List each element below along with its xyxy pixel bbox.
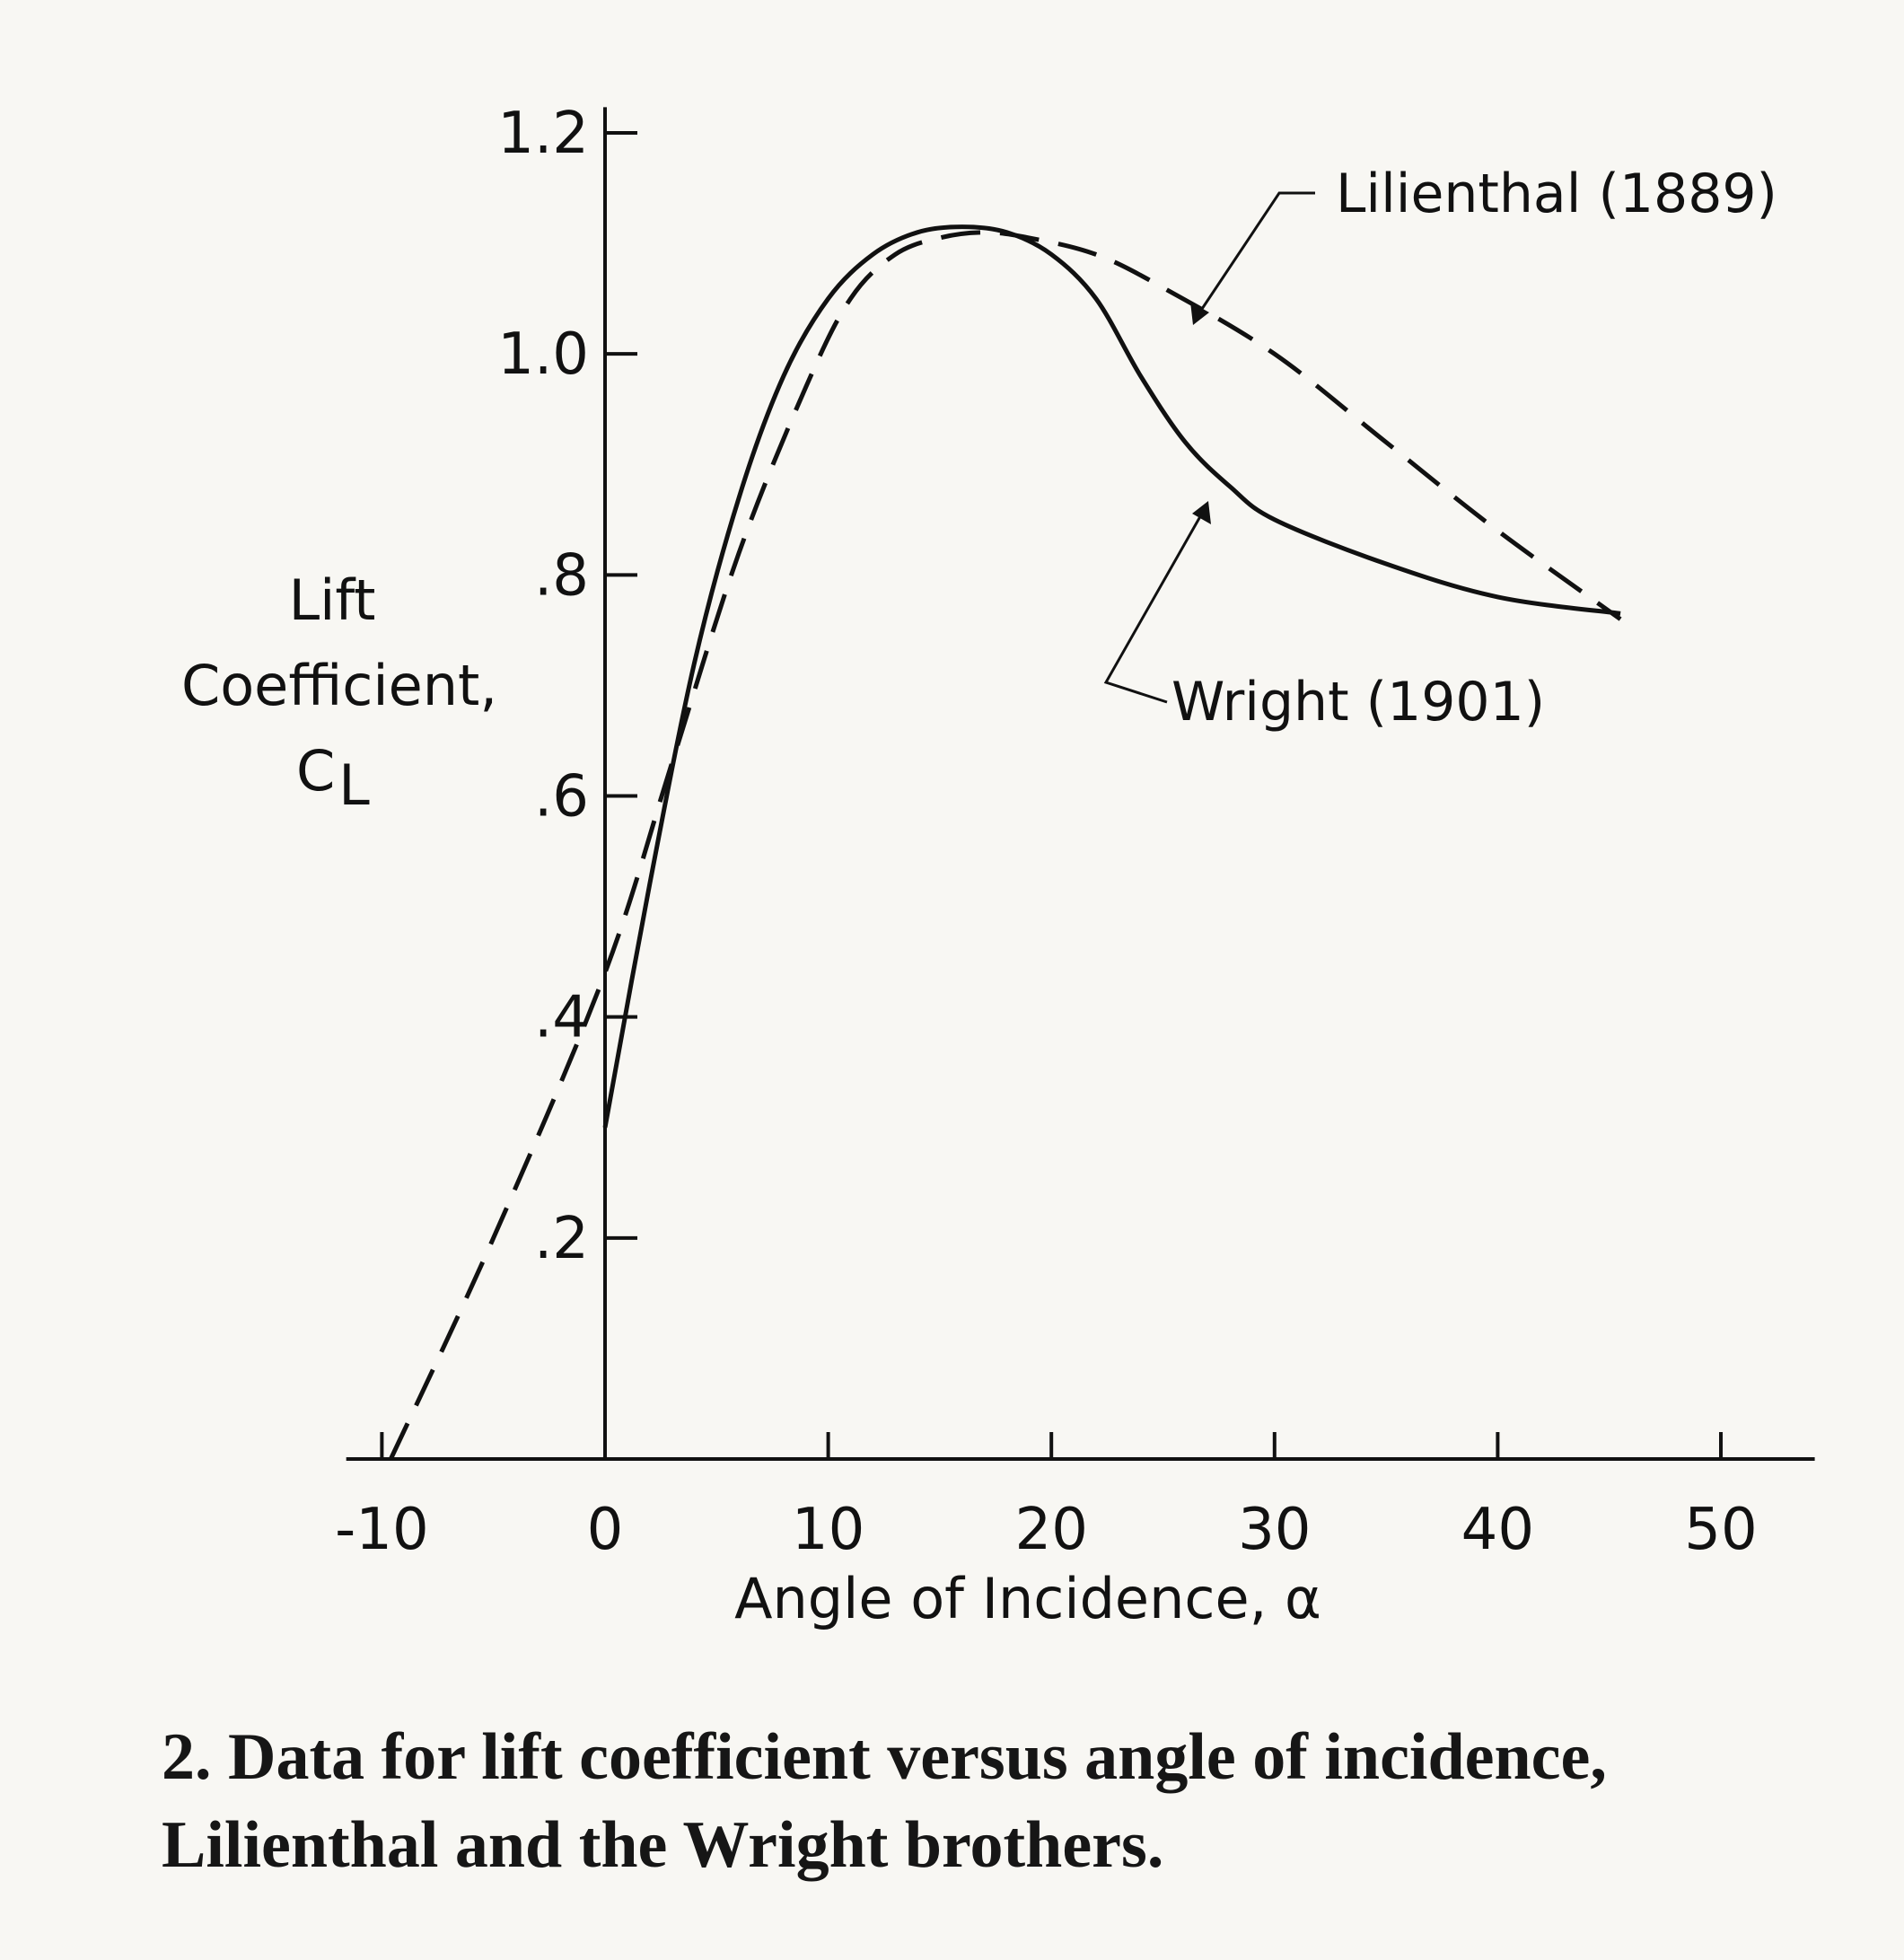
series-label-lilienthal: Lilienthal (1889)	[1336, 163, 1777, 225]
x-tick-label: 40	[1461, 1497, 1534, 1563]
x-tick-label: 10	[792, 1497, 864, 1563]
caption-number: 2.	[162, 1720, 212, 1794]
series-label-wright: Wright (1901)	[1171, 671, 1545, 734]
x-tick-label: 20	[1014, 1497, 1087, 1563]
y-axis-symbol-subscript: L	[338, 752, 370, 818]
text-layer: -10 0 10 20 30 40 50 .2 .4 .6 .8 1.0 1.2 Angle of Inc…	[181, 101, 1777, 1631]
leader-line-lilienthal	[1197, 191, 1315, 315]
tick-marks	[380, 131, 1723, 1459]
y-axis-title-line-1: Lift	[289, 567, 376, 633]
x-tick-label: 30	[1238, 1497, 1311, 1563]
x-tick-label: -10	[335, 1497, 429, 1563]
lift-coefficient-chart: -10 0 10 20 30 40 50 .2 .4 .6 .8 1.0 1.2 Angle of Inc…	[181, 101, 1815, 1631]
annotation-layer	[1103, 191, 1315, 704]
y-tick-label: .6	[534, 764, 589, 831]
y-tick-label: .8	[534, 542, 589, 609]
y-axis-title-line-3: CL	[296, 738, 370, 818]
y-axis-title-line-2: Coefficient,	[181, 653, 497, 718]
y-tick-label: .2	[534, 1206, 589, 1272]
series-line-lilienthal-1889	[389, 230, 1622, 1461]
y-axis-symbol: C	[296, 738, 335, 804]
series-layer	[389, 224, 1622, 1461]
x-axis-title: Angle of Incidence, α	[734, 1566, 1321, 1631]
leader-arrowhead-wright	[1192, 501, 1211, 524]
x-tick-label: 0	[587, 1497, 624, 1563]
y-tick-label: 1.0	[497, 321, 589, 388]
leader-arrowhead-lilienthal	[1190, 302, 1209, 325]
caption-text: Data for lift coefficient versus angle o…	[162, 1720, 1607, 1882]
figure-caption: 2. Data for lift coefficient versus angl…	[162, 1713, 1831, 1889]
leader-line-wright	[1103, 511, 1205, 704]
y-tick-label: 1.2	[497, 101, 589, 167]
x-tick-label: 50	[1684, 1497, 1757, 1563]
series-line-wright-1901	[602, 224, 1621, 1129]
axes	[346, 107, 1815, 1461]
y-tick-label: .4	[534, 985, 589, 1051]
